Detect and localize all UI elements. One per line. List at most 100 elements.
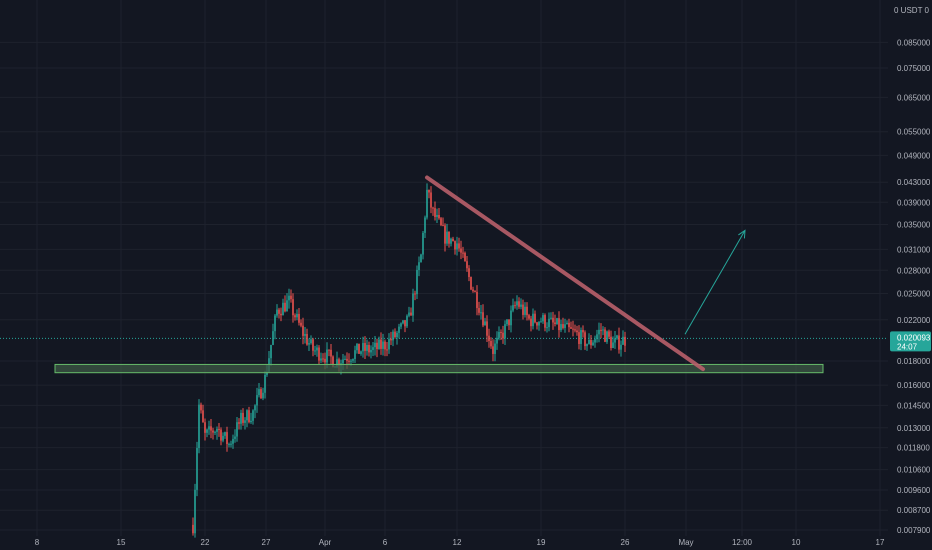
candle-body	[366, 344, 368, 351]
candle-body	[228, 443, 230, 445]
candle-body	[582, 330, 584, 333]
candle-body	[400, 323, 402, 327]
candle-body	[368, 344, 370, 353]
candle-body	[504, 324, 506, 339]
candle-body	[446, 231, 448, 244]
candle-body	[530, 318, 532, 327]
price-tick-label: 0.016000	[897, 381, 931, 390]
price-axis-background	[888, 0, 932, 550]
candle-body	[566, 322, 568, 325]
candle-body	[250, 420, 252, 423]
currency-label[interactable]: 0 USDT 0	[894, 6, 930, 15]
candle-body	[572, 328, 574, 330]
candle-body	[276, 309, 278, 316]
candle-body	[248, 410, 250, 423]
candle-body	[418, 262, 420, 271]
price-tick-label: 0.085000	[897, 38, 931, 47]
candle-body	[478, 308, 480, 313]
price-axis[interactable]: 0 USDT 0 0.085000 0.075000 0.065000 0.05500…	[888, 0, 932, 550]
candle-body	[406, 315, 408, 327]
candle-body	[200, 404, 202, 411]
candle-body	[214, 431, 216, 433]
candle-body	[518, 301, 520, 307]
candle-body	[410, 312, 412, 316]
candle-body	[212, 430, 214, 433]
candle-body	[240, 412, 242, 424]
candle-body	[538, 321, 540, 326]
candle-body	[516, 301, 518, 306]
candle-body	[408, 312, 410, 316]
candle-body	[490, 340, 492, 347]
time-tick-label: May	[678, 538, 693, 547]
candle-body	[430, 192, 432, 208]
candle-body	[558, 318, 560, 331]
drawing-layer[interactable]	[54, 175, 824, 374]
candle-body	[546, 327, 548, 329]
candle-body	[476, 291, 478, 309]
price-tick-label: 0.009600	[897, 486, 931, 495]
price-tick-label: 0.008700	[897, 506, 931, 515]
candle-body	[612, 342, 614, 348]
descending-trendline	[425, 175, 705, 372]
candle-body	[326, 349, 328, 363]
candle-body	[502, 332, 504, 339]
candle-body	[450, 238, 452, 244]
candle-body	[432, 207, 434, 209]
candle-body	[236, 422, 238, 437]
candle-body	[506, 319, 508, 325]
candle-body	[216, 428, 218, 432]
time-tick-label: 22	[201, 538, 210, 547]
candle-body	[274, 315, 276, 332]
candle-body	[498, 332, 500, 338]
candle-body	[470, 277, 472, 290]
candle-body	[266, 371, 268, 375]
candle-body	[390, 338, 392, 341]
candle-body	[484, 321, 486, 326]
candle-body	[608, 331, 610, 337]
candle-body	[256, 395, 258, 406]
candle-body	[398, 326, 400, 333]
candle-body	[316, 347, 318, 351]
candle-body	[520, 304, 522, 307]
candle-body	[304, 334, 306, 336]
candle-body	[466, 261, 468, 269]
candle-body	[492, 346, 494, 354]
candle-body	[312, 339, 314, 351]
price-tick-label: 0.028000	[897, 266, 931, 275]
time-tick-label: 15	[117, 538, 126, 547]
time-axis[interactable]: 8 15 22 27 Apr 6 12 19 26 May 12:00 10 17	[35, 538, 885, 547]
candle-body	[290, 295, 292, 300]
candle-body	[370, 349, 372, 353]
candle-body	[332, 356, 334, 367]
current-price-value: 0.020093	[897, 333, 931, 342]
price-tick-label: 0.022000	[897, 316, 931, 325]
candle-body	[396, 332, 398, 338]
candle-body	[230, 443, 232, 445]
time-tick-label: 6	[383, 538, 388, 547]
candle-body	[280, 313, 282, 316]
candle-body	[622, 336, 624, 345]
candle-body	[448, 231, 450, 244]
candle-body	[422, 232, 424, 255]
candle-body	[322, 358, 324, 360]
candle-body	[246, 410, 248, 421]
price-tick-label: 0.013000	[897, 424, 931, 433]
candle-body	[494, 343, 496, 354]
candle-body	[354, 350, 356, 360]
candlesticks	[192, 183, 626, 538]
candle-body	[562, 324, 564, 328]
time-tick-label: 19	[537, 538, 546, 547]
candle-body	[472, 289, 474, 292]
breakout-arrow	[684, 230, 746, 335]
candle-body	[464, 252, 466, 262]
candle-body	[588, 339, 590, 344]
time-tick-label: 12	[453, 538, 462, 547]
candle-body	[198, 404, 200, 449]
candle-body	[344, 358, 346, 360]
candle-body	[318, 347, 320, 361]
candle-body	[298, 313, 300, 323]
candle-body	[594, 339, 596, 343]
time-tick-label: 17	[876, 538, 885, 547]
candle-body	[270, 344, 272, 359]
